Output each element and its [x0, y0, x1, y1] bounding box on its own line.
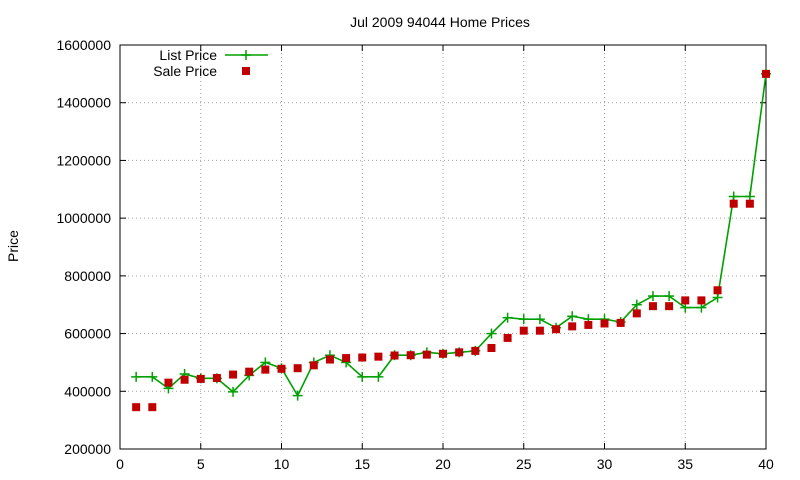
y-tick-label: 800000	[64, 268, 111, 284]
list-price-point	[631, 299, 642, 310]
legend-square-swatch	[242, 67, 250, 75]
y-tick-label: 1400000	[56, 95, 111, 111]
list-price-point	[147, 371, 158, 382]
x-tick-label: 0	[116, 456, 124, 472]
y-tick-label: 1000000	[56, 210, 111, 226]
sale-price-point	[164, 378, 173, 387]
list-price-series	[131, 68, 771, 401]
sale-price-point	[487, 344, 496, 352]
list-price-point	[292, 390, 303, 401]
list-price-point	[131, 371, 142, 382]
x-tick-label: 40	[758, 456, 774, 472]
sale-price-point	[406, 351, 415, 360]
sale-price-point	[632, 309, 641, 318]
list-price-point	[373, 371, 384, 382]
sale-price-point	[422, 350, 431, 359]
sale-price-point	[568, 322, 577, 331]
x-tick-label: 30	[597, 456, 613, 472]
x-tick-label: 15	[354, 456, 370, 472]
sale-price-point	[358, 353, 367, 362]
x-tick-label: 20	[435, 456, 451, 472]
sale-price-point	[196, 374, 205, 383]
list-price-point	[534, 314, 545, 325]
sale-price-point	[390, 351, 399, 360]
sale-price-point	[261, 365, 270, 374]
x-tick-label: 25	[516, 456, 532, 472]
sale-price-point	[584, 320, 593, 329]
list-price-point	[357, 371, 368, 382]
sale-price-point	[535, 326, 544, 335]
legend-label: Sale Price	[153, 63, 217, 79]
grid-lines	[120, 45, 766, 449]
list-price-point	[518, 314, 529, 325]
list-price-point	[567, 311, 578, 322]
sale-price-point	[552, 325, 561, 334]
sale-price-point	[762, 69, 770, 78]
sale-price-point	[148, 403, 157, 412]
list-price-line	[136, 73, 767, 398]
sale-price-point	[616, 318, 625, 327]
sale-price-point	[277, 364, 286, 373]
sale-price-point	[180, 375, 189, 384]
sale-price-point	[471, 346, 480, 355]
sale-price-point	[681, 296, 690, 305]
sale-price-point	[713, 286, 722, 295]
x-tick-label: 10	[274, 456, 290, 472]
sale-price-point	[374, 352, 383, 361]
sale-price-point	[293, 364, 302, 373]
list-price-point	[664, 291, 675, 302]
y-tick-label: 400000	[64, 383, 111, 399]
sale-price-point	[325, 355, 334, 364]
legend-cross-swatch	[241, 50, 251, 60]
list-price-point	[228, 386, 239, 397]
list-price-point	[486, 328, 497, 339]
y-tick-label: 1200000	[56, 152, 111, 168]
axis-ticks: 0 5 10 15 20 25 30 35 40 200000 400000 600000 800000…	[56, 37, 774, 472]
legend-label: List Price	[159, 47, 217, 63]
sale-price-point	[519, 326, 528, 335]
sale-price-point	[455, 348, 464, 357]
list-price-point	[647, 291, 658, 302]
y-axis-label: Price	[5, 230, 21, 262]
list-price-point	[502, 312, 513, 323]
sale-price-point	[665, 302, 674, 311]
series-layer	[131, 68, 771, 412]
sale-price-point	[600, 319, 609, 328]
y-tick-label: 200000	[64, 441, 111, 457]
sale-price-point	[648, 302, 657, 311]
y-tick-label: 600000	[64, 326, 111, 342]
sale-price-point	[439, 349, 447, 358]
sale-price-point	[697, 296, 706, 305]
sale-price-point	[309, 361, 318, 370]
sale-price-point	[245, 367, 254, 376]
chart-title: Jul 2009 94044 Home Prices	[350, 14, 530, 30]
sale-price-point	[212, 374, 221, 383]
x-tick-label: 5	[197, 456, 205, 472]
x-tick-label: 35	[677, 456, 693, 472]
sale-price-point	[342, 354, 351, 363]
sale-price-point	[745, 199, 754, 208]
sale-price-series	[132, 69, 770, 412]
sale-price-point	[229, 370, 238, 379]
sale-price-point	[132, 403, 141, 412]
sale-price-point	[503, 333, 512, 342]
y-tick-label: 1600000	[56, 37, 111, 53]
sale-price-point	[729, 199, 738, 208]
